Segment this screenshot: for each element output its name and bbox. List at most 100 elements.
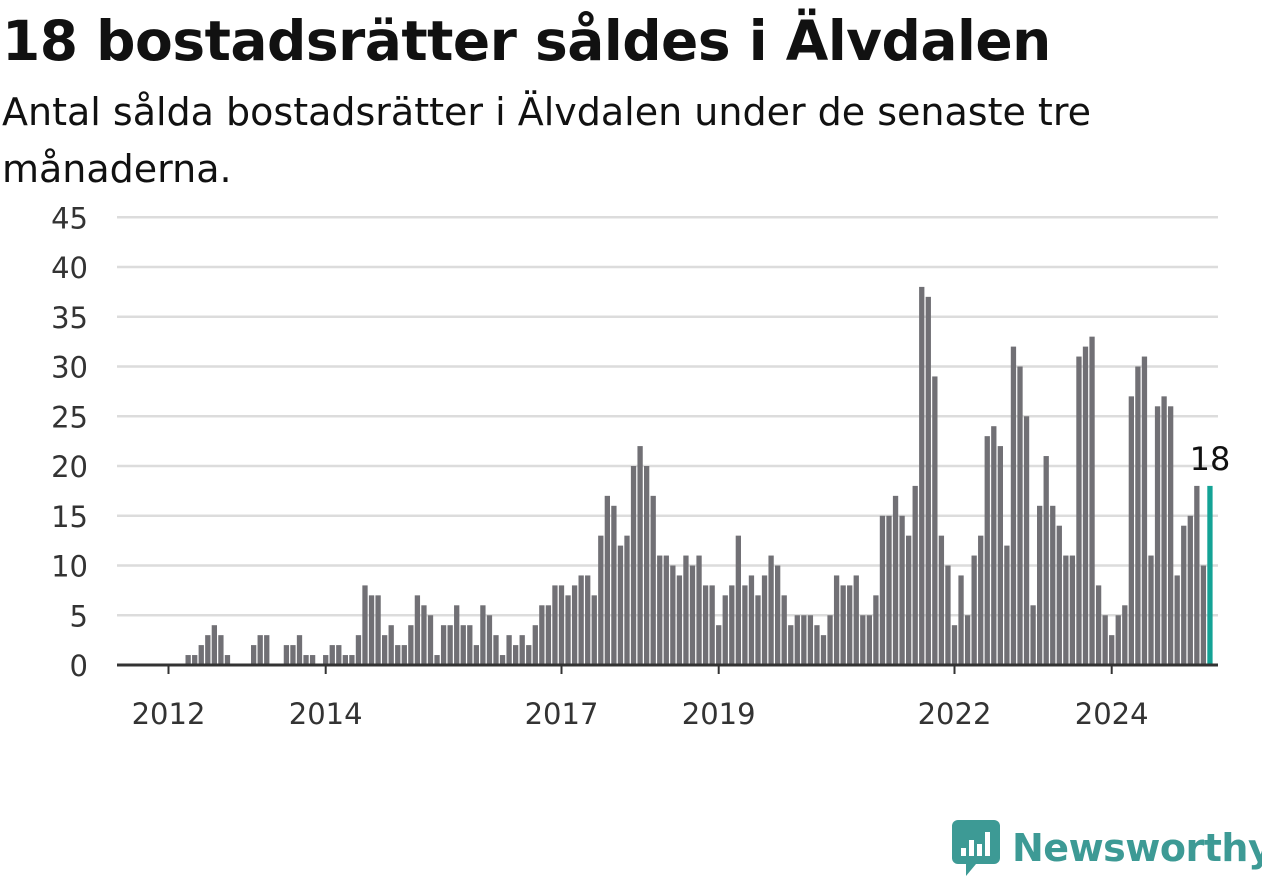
bar	[761, 575, 768, 665]
bar	[1187, 515, 1193, 665]
bar	[1043, 456, 1049, 665]
bar	[1082, 346, 1089, 665]
bars	[185, 286, 1213, 665]
bar	[951, 625, 958, 665]
bar	[997, 446, 1003, 665]
bar	[1030, 605, 1036, 665]
bar	[1037, 505, 1043, 665]
bar	[906, 535, 912, 665]
x-tick-label: 2019	[682, 697, 756, 731]
x-tick-label: 2017	[525, 697, 599, 731]
bar	[1017, 366, 1023, 665]
bar	[591, 595, 597, 665]
bar	[644, 466, 650, 665]
bar	[847, 585, 853, 665]
bar	[958, 575, 964, 665]
bar	[833, 575, 840, 665]
bar	[355, 635, 362, 665]
bar	[493, 635, 499, 665]
bar	[251, 645, 257, 665]
bar	[545, 605, 552, 665]
bar	[382, 635, 388, 665]
bar	[663, 555, 669, 665]
bar	[932, 376, 938, 665]
bar	[1154, 406, 1161, 665]
bar	[676, 575, 683, 665]
bar	[984, 436, 990, 665]
bar	[283, 645, 290, 665]
highlight-value-label: 18	[1190, 440, 1231, 478]
brand-name: Newsworthy	[1012, 826, 1262, 870]
bar	[781, 595, 787, 665]
bar	[604, 495, 610, 665]
bar	[1069, 555, 1076, 665]
bar	[290, 645, 296, 665]
chart-subtitle: Antal sålda bostadsrätter i Älvdalen und…	[2, 90, 1091, 191]
bar	[519, 635, 525, 665]
bar	[886, 515, 892, 665]
bar	[1089, 336, 1095, 665]
bar	[558, 585, 565, 665]
bar	[1115, 615, 1121, 665]
bar	[264, 635, 270, 665]
chart-title: 18 bostadsrätter såldes i Älvdalen	[2, 9, 1051, 73]
y-tick-label: 40	[51, 251, 88, 285]
bar	[748, 575, 755, 665]
bar	[938, 535, 945, 665]
bar	[309, 655, 316, 665]
bar	[467, 625, 473, 665]
bar	[342, 655, 348, 665]
y-tick-label: 20	[51, 450, 88, 484]
bar	[657, 555, 663, 665]
bar	[978, 535, 984, 665]
y-tick-label: 45	[51, 201, 88, 235]
bar	[1056, 525, 1062, 665]
y-tick-label: 25	[51, 400, 88, 434]
bar	[971, 555, 977, 665]
bar	[964, 615, 971, 665]
bar	[827, 615, 833, 665]
bar	[899, 515, 905, 665]
bar	[860, 615, 866, 665]
bar	[611, 505, 617, 665]
bar	[211, 625, 217, 665]
bar	[742, 585, 748, 665]
bar	[296, 635, 303, 665]
bar	[224, 655, 231, 665]
y-tick-label: 0	[70, 649, 88, 683]
bar	[814, 625, 820, 665]
newsworthy-logo: Newsworthy	[952, 818, 1262, 878]
bar	[336, 645, 342, 665]
bar	[1200, 565, 1207, 665]
bar	[1004, 545, 1010, 665]
bar	[1128, 396, 1134, 665]
bar	[807, 615, 814, 665]
bar	[1174, 575, 1180, 665]
bar	[853, 575, 859, 665]
value-labels: 18	[1190, 440, 1231, 478]
bar	[205, 635, 211, 665]
bar	[1050, 505, 1056, 665]
bar	[689, 565, 696, 665]
bar	[486, 615, 493, 665]
bar	[696, 555, 702, 665]
bar	[526, 645, 532, 665]
bar	[427, 615, 434, 665]
bar	[1023, 416, 1030, 665]
bar	[513, 645, 519, 665]
bar	[421, 605, 427, 665]
bar	[1076, 356, 1082, 665]
bar	[788, 625, 794, 665]
bar	[630, 466, 637, 665]
y-tick-label: 15	[51, 500, 88, 534]
bar	[683, 555, 689, 665]
bar	[571, 585, 578, 665]
bar	[460, 625, 466, 665]
bar	[1148, 555, 1154, 665]
bar	[395, 645, 401, 665]
x-tick-label: 2024	[1075, 697, 1149, 731]
bar	[185, 655, 191, 665]
bar	[473, 645, 479, 665]
bar	[709, 585, 715, 665]
bar	[1141, 356, 1148, 665]
